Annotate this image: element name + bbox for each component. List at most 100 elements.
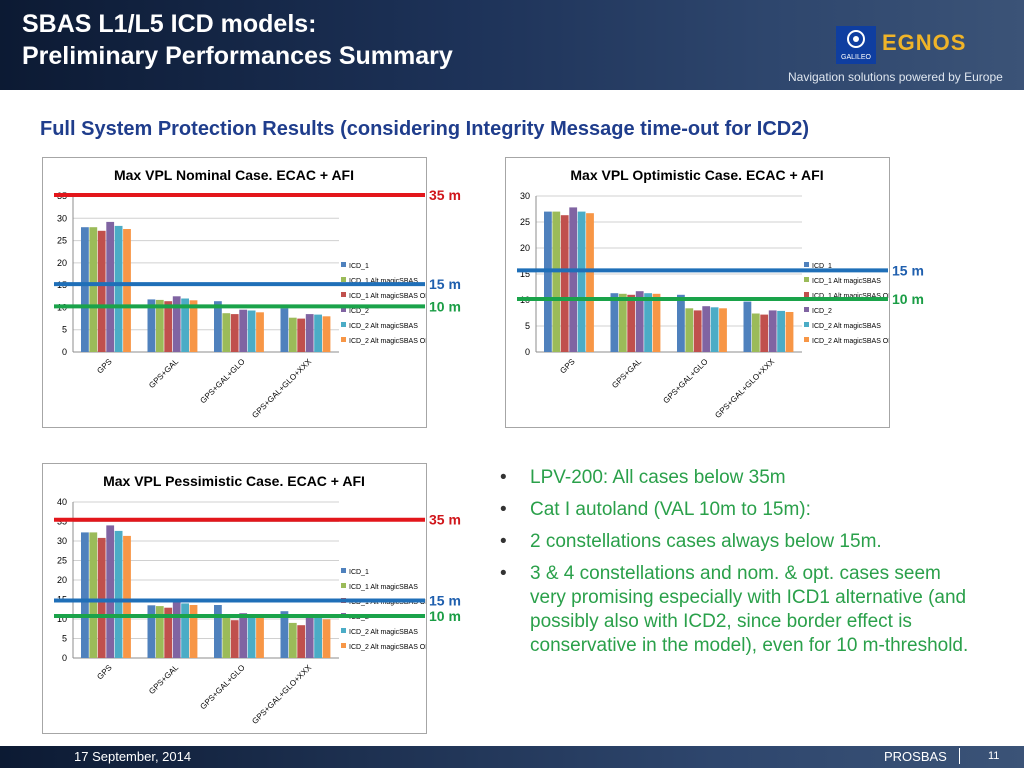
bar bbox=[155, 299, 164, 352]
y-tick-label: 0 bbox=[62, 347, 67, 357]
footer-bar: 17 September, 2014 PROSBAS 11 bbox=[0, 746, 1024, 768]
bullet-text: Cat I autoland (VAL 10m to 15m): bbox=[530, 499, 811, 520]
y-tick-label: 5 bbox=[62, 325, 67, 335]
y-tick-label: 25 bbox=[520, 217, 530, 227]
legend-label: ICD_1 Alt magicSBAS ODTS bbox=[349, 293, 426, 300]
legend-label: ICD_2 bbox=[349, 614, 369, 621]
bar bbox=[256, 312, 264, 352]
bullet-dot-icon: • bbox=[500, 467, 507, 488]
chart-nominal: Max VPL Nominal Case. ECAC + AFI 0 5 10 15 20… bbox=[57, 167, 440, 420]
bar bbox=[114, 530, 123, 658]
bar bbox=[702, 306, 711, 352]
legend-label: ICD_1 Alt magicSBAS ODTS bbox=[349, 599, 426, 606]
chart-pessimistic: Max VPL Pessimistic Case. ECAC + AFI 0 5 10… bbox=[57, 473, 440, 726]
y-tick-label: 15 bbox=[57, 595, 67, 605]
bar bbox=[644, 293, 652, 352]
bar bbox=[288, 317, 297, 352]
bullet-dot-icon: • bbox=[500, 563, 507, 584]
slide-title-line2: Preliminary Performances Summary bbox=[22, 42, 453, 70]
bar bbox=[610, 293, 619, 352]
legend-swatch bbox=[804, 277, 809, 282]
bar bbox=[586, 213, 594, 352]
bar bbox=[760, 314, 769, 352]
bar bbox=[147, 299, 156, 352]
y-tick-label: 30 bbox=[57, 213, 67, 223]
bar bbox=[147, 605, 156, 658]
footer-project: PROSBAS bbox=[884, 749, 947, 764]
y-tick-label: 35 bbox=[57, 191, 67, 201]
bar bbox=[181, 603, 189, 658]
chart-title: Max VPL Pessimistic Case. ECAC + AFI bbox=[103, 473, 365, 489]
legend-swatch bbox=[341, 568, 346, 573]
bar bbox=[785, 312, 794, 352]
chart-panel-nominal: Max VPL Nominal Case. ECAC + AFI 0 5 10 15 20… bbox=[42, 157, 440, 428]
chart-title: Max VPL Nominal Case. ECAC + AFI bbox=[114, 167, 354, 183]
bar bbox=[230, 314, 239, 352]
legend-swatch bbox=[341, 628, 346, 633]
legend-label: ICD_1 bbox=[349, 263, 369, 270]
bar bbox=[635, 291, 644, 352]
bar bbox=[164, 301, 173, 352]
page-number: 11 bbox=[988, 750, 1000, 762]
header-bar: SBAS L1/L5 ICD models: Preliminary Perfo… bbox=[0, 0, 1024, 90]
bar bbox=[544, 211, 552, 352]
threshold-label: 15 m bbox=[892, 262, 924, 278]
bar bbox=[123, 229, 131, 352]
y-tick-label: 15 bbox=[520, 269, 530, 279]
x-tick-label: GPS+GAL bbox=[610, 357, 643, 390]
bar bbox=[164, 607, 173, 658]
bar bbox=[256, 615, 264, 658]
legend-label: ICD_1 bbox=[812, 263, 832, 270]
bar bbox=[172, 296, 181, 352]
threshold-label: 15 m bbox=[429, 276, 461, 292]
bullet-item: • 2 constellations cases always below 15m… bbox=[498, 530, 978, 554]
bar bbox=[322, 619, 331, 658]
bar bbox=[560, 215, 569, 352]
bar bbox=[106, 525, 115, 658]
y-tick-label: 25 bbox=[57, 556, 67, 566]
y-tick-label: 40 bbox=[57, 497, 67, 507]
egnos-logo: EGNOS bbox=[882, 30, 967, 55]
bullet-dot-icon: • bbox=[500, 499, 507, 520]
bar bbox=[106, 221, 115, 352]
footer-date: 17 September, 2014 bbox=[74, 749, 192, 764]
bar bbox=[685, 308, 694, 352]
x-tick-label: GPS bbox=[558, 357, 576, 375]
legend-swatch bbox=[341, 292, 346, 297]
legend-swatch bbox=[341, 262, 346, 267]
x-tick-label: GPS+GAL+GLO bbox=[661, 357, 709, 405]
bar bbox=[239, 613, 248, 658]
bar bbox=[297, 625, 306, 658]
bar bbox=[239, 309, 248, 352]
legend-label: ICD_1 Alt magicSBAS bbox=[349, 584, 418, 591]
legend-swatch bbox=[341, 598, 346, 603]
bar bbox=[247, 614, 256, 658]
y-tick-label: 0 bbox=[525, 347, 530, 357]
bar bbox=[677, 294, 685, 352]
bar bbox=[552, 211, 561, 352]
legend-label: ICD_2 Alt magicSBAS bbox=[812, 323, 881, 330]
x-tick-label: GPS+GAL bbox=[147, 663, 180, 696]
bar bbox=[652, 293, 661, 352]
bullet-item: • Cat I autoland (VAL 10m to 15m): bbox=[498, 498, 978, 522]
chart-title: Max VPL Optimistic Case. ECAC + AFI bbox=[570, 167, 823, 183]
x-tick-label: GPS bbox=[95, 663, 113, 681]
bullet-text: LPV-200: All cases below 35m bbox=[530, 467, 786, 488]
threshold-label: 15 m bbox=[429, 592, 461, 608]
x-tick-label: GPS+GAL+GLO+XXX bbox=[250, 357, 313, 420]
y-tick-label: 25 bbox=[57, 236, 67, 246]
legend-label: ICD_2 Alt magicSBAS ODTS bbox=[349, 644, 426, 651]
bar bbox=[314, 314, 322, 352]
bar bbox=[222, 617, 231, 658]
y-tick-label: 30 bbox=[57, 536, 67, 546]
bar bbox=[81, 227, 89, 352]
legend-swatch bbox=[804, 307, 809, 312]
bar bbox=[189, 605, 198, 658]
chart-optimistic: Max VPL Optimistic Case. ECAC + AFI 0 5 10 1… bbox=[520, 167, 903, 420]
legend-label: ICD_1 Alt magicSBAS bbox=[812, 278, 881, 285]
bar bbox=[751, 313, 760, 352]
bar bbox=[189, 300, 198, 352]
threshold-label: 10 m bbox=[892, 291, 924, 307]
y-tick-label: 35 bbox=[57, 517, 67, 527]
y-tick-label: 15 bbox=[57, 280, 67, 290]
